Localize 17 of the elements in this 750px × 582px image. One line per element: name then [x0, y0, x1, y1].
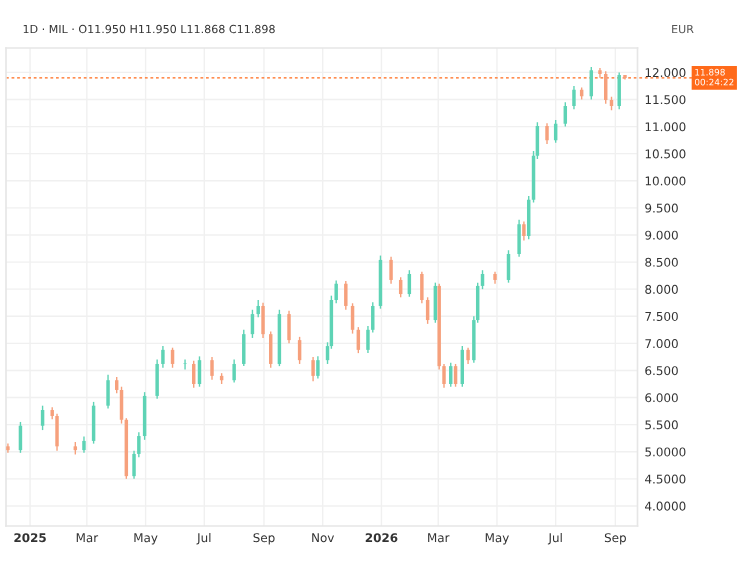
candlestick — [210, 356, 214, 381]
candlestick — [389, 255, 393, 285]
candlestick — [106, 374, 110, 410]
candlestick — [545, 122, 549, 145]
candlestick — [316, 355, 320, 380]
candlestick — [517, 219, 521, 258]
candlestick — [572, 85, 576, 110]
candlestick — [287, 310, 291, 345]
candlestick — [617, 71, 621, 110]
candlestick — [55, 413, 59, 452]
candlestick — [522, 220, 526, 242]
candlestick — [242, 329, 246, 367]
candlestick — [261, 302, 265, 339]
candlestick — [232, 358, 236, 384]
candlestick — [183, 358, 187, 371]
candlestick — [344, 280, 348, 311]
candlestick — [311, 356, 315, 382]
